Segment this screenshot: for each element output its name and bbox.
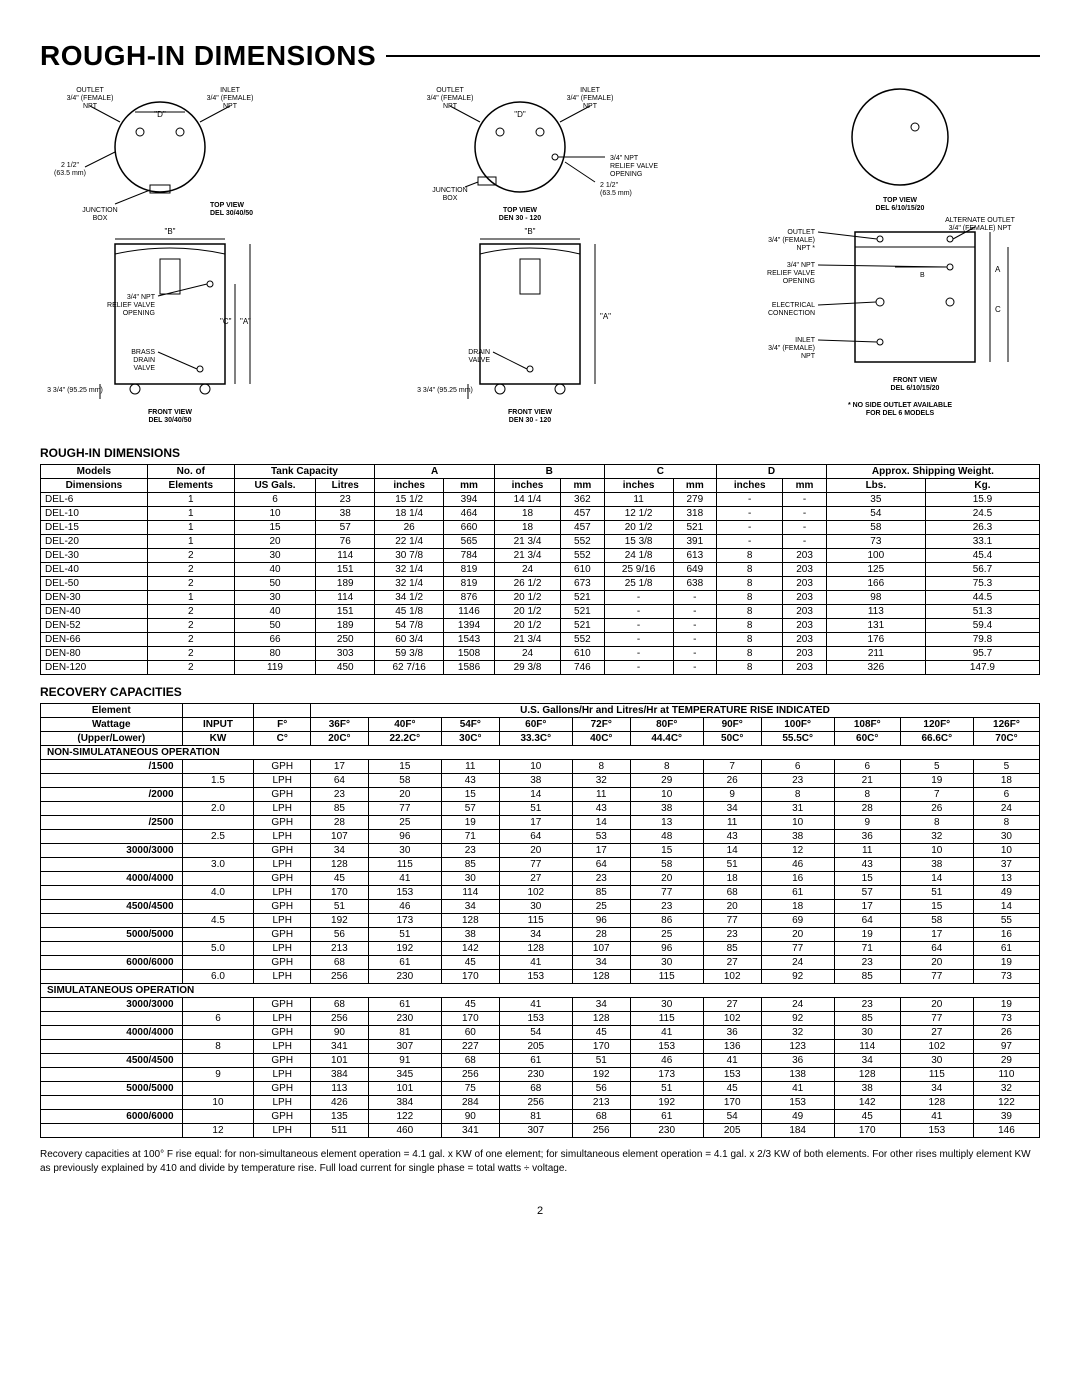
section-row: SIMULATANEOUS OPERATION (41, 984, 1040, 998)
recovery-table: Element U.S. Gallons/Hr and Litres/Hr at… (40, 703, 1040, 1138)
table-row: /2500GPH2825191714131110988 (41, 816, 1040, 830)
d1f-caption: FRONT VIEWDEL 30/40/50 (148, 409, 192, 424)
table-row: DEL-4024015132 1/48192461025 9/166498203… (41, 563, 1040, 577)
d3f-alt: ALTERNATE OUTLET3/4" (FEMALE) NPT (945, 217, 1015, 232)
dimensions-table: Models No. of Tank Capacity A B C D Appr… (40, 464, 1040, 675)
d2-caption: TOP VIEWDEN 30 - 120 (499, 207, 542, 222)
d2f-caption: FRONT VIEWDEN 30 - 120 (508, 409, 552, 424)
d1f-drain: BRASSDRAINVALVE (131, 349, 155, 372)
d1f-b: "B" (164, 227, 175, 236)
page-title: ROUGH-IN DIMENSIONS (40, 40, 1040, 72)
table-row: DEN-4024015145 1/8114620 1/2521--8203113… (41, 605, 1040, 619)
table-row: 5.0LPH213192142128107968577716461 (41, 942, 1040, 956)
d1f-c: "C" (220, 317, 232, 326)
table-row: 6LPH25623017015312811510292857773 (41, 1012, 1040, 1026)
d3f-relief: 3/4" NPTRELIEF VALVEOPENING (767, 262, 816, 285)
table-row: 5000/5000GPH5651383428252320191716 (41, 928, 1040, 942)
section-row: NON-SIMULATANEOUS OPERATION (41, 746, 1040, 760)
d2-relief: 3/4" NPTRELIEF VALVEOPENING (610, 155, 658, 178)
table-row: DEN-6626625060 3/4154321 3/4552--8203176… (41, 633, 1040, 647)
diagram-del-large: OUTLET3/4" (FEMALE)NPT INLET3/4" (FEMALE… (40, 82, 300, 426)
table-row: 3000/3000GPH3430232017151412111010 (41, 844, 1040, 858)
table-row: 4.5LPH19217312811596867769645855 (41, 914, 1040, 928)
d3f-caption: FRONT VIEWDEL 6/10/15/20 (891, 377, 940, 392)
d1-d: "D" (154, 110, 166, 119)
table-row: 8LPH34130722720517015313612311410297 (41, 1040, 1040, 1054)
d3f-outlet: OUTLET3/4" (FEMALE)NPT * (768, 229, 816, 252)
d3f-b: B (920, 272, 925, 279)
table-row: 4.0LPH17015311410285776861575149 (41, 886, 1040, 900)
d2f-drain: DRAINVALVE (468, 349, 490, 364)
table-row: DEN-5225018954 7/8139420 1/2521--8203131… (41, 619, 1040, 633)
table-row: 12LPH511460341307256230205184170153146 (41, 1124, 1040, 1138)
d3f-inlet: INLET3/4" (FEMALE)NPT (768, 337, 816, 360)
d2-jbox: JUNCTIONBOX (432, 187, 467, 202)
table-row: 5000/5000GPH113101756856514541383432 (41, 1082, 1040, 1096)
diagrams-row: OUTLET3/4" (FEMALE)NPT INLET3/4" (FEMALE… (40, 82, 1040, 426)
table-row: DEL-6162315 1/239414 1/436211279--3515.9 (41, 493, 1040, 507)
dimensions-heading: ROUGH-IN DIMENSIONS (40, 446, 1040, 460)
table-row: DEL-201207622 1/456521 3/455215 3/8391--… (41, 535, 1040, 549)
diagram-den: OUTLET3/4" (FEMALE)NPT INLET3/4" (FEMALE… (400, 82, 660, 426)
footnote: Recovery capacities at 100° F rise equal… (40, 1148, 1040, 1175)
d1-caption: TOP VIEWDEL 30/40/50 (210, 202, 253, 217)
table-row: 1.5LPH6458433832292623211918 (41, 774, 1040, 788)
table-row: 6000/6000GPH6861454134302724232019 (41, 956, 1040, 970)
table-row: /2000GPH23201514111098876 (41, 788, 1040, 802)
recovery-heading: RECOVERY CAPACITIES (40, 685, 1040, 699)
d3f-c: C (995, 305, 1001, 314)
table-row: 9LPH384345256230192173153138128115110 (41, 1068, 1040, 1082)
table-row: DEL-5025018932 1/481926 1/267325 1/86388… (41, 577, 1040, 591)
d3-caption: TOP VIEWDEL 6/10/15/20 (876, 197, 925, 212)
table-row: /1500GPH171511108876655 (41, 760, 1040, 774)
d2f-a: "A" (600, 312, 611, 321)
d1f-base: 3 3/4" (95.25 mm) (47, 387, 103, 394)
d2-side: 2 1/2"(63.5 mm) (600, 182, 632, 197)
table-row: 4500/4500GPH10191686151464136343029 (41, 1054, 1040, 1068)
d2f-b: "B" (524, 227, 535, 236)
table-row: 6.0LPH25623017015312811510292857773 (41, 970, 1040, 984)
table-row: 6000/6000GPH135122908168615449454139 (41, 1110, 1040, 1124)
table-row: 3.0LPH128115857764585146433837 (41, 858, 1040, 872)
diagram-del-small: TOP VIEWDEL 6/10/15/20 ALTERNATE OUTLET3… (760, 82, 1040, 426)
d1f-a: "A" (240, 317, 251, 326)
table-row: 2.0LPH8577575143383431282624 (41, 802, 1040, 816)
table-row: 2.5LPH10796716453484338363230 (41, 830, 1040, 844)
table-row: DEL-1511557266601845720 1/2521--5826.3 (41, 521, 1040, 535)
table-row: DEL-3023011430 7/878421 3/455224 1/86138… (41, 549, 1040, 563)
table-row: 3000/3000GPH6861454134302724232019 (41, 998, 1040, 1012)
d2f-base: 3 3/4" (95.25 mm) (417, 387, 473, 394)
d3f-note: * NO SIDE OUTLET AVAILABLEFOR DEL 6 MODE… (848, 402, 952, 417)
d3f-elec: ELECTRICALCONNECTION (768, 302, 815, 317)
table-row: DEN-120211945062 7/16158629 3/8746--8203… (41, 661, 1040, 675)
table-row: DEN-3013011434 1/287620 1/2521--82039844… (41, 591, 1040, 605)
d2-d: "D" (514, 110, 526, 119)
table-row: DEN-8028030359 3/8150824610--820321195.7 (41, 647, 1040, 661)
table-row: 10LPH426384284256213192170153142128122 (41, 1096, 1040, 1110)
page-number: 2 (40, 1205, 1040, 1217)
d1-side: 2 1/2"(63.5 mm) (54, 162, 86, 177)
d1-jbox: JUNCTIONBOX (82, 207, 117, 222)
table-row: 4000/4000GPH9081605445413632302726 (41, 1026, 1040, 1040)
table-row: DEL-101103818 1/44641845712 1/2318--5424… (41, 507, 1040, 521)
d3f-a: A (995, 265, 1001, 274)
table-row: 4000/4000GPH4541302723201816151413 (41, 872, 1040, 886)
table-row: 4500/4500GPH5146343025232018171514 (41, 900, 1040, 914)
